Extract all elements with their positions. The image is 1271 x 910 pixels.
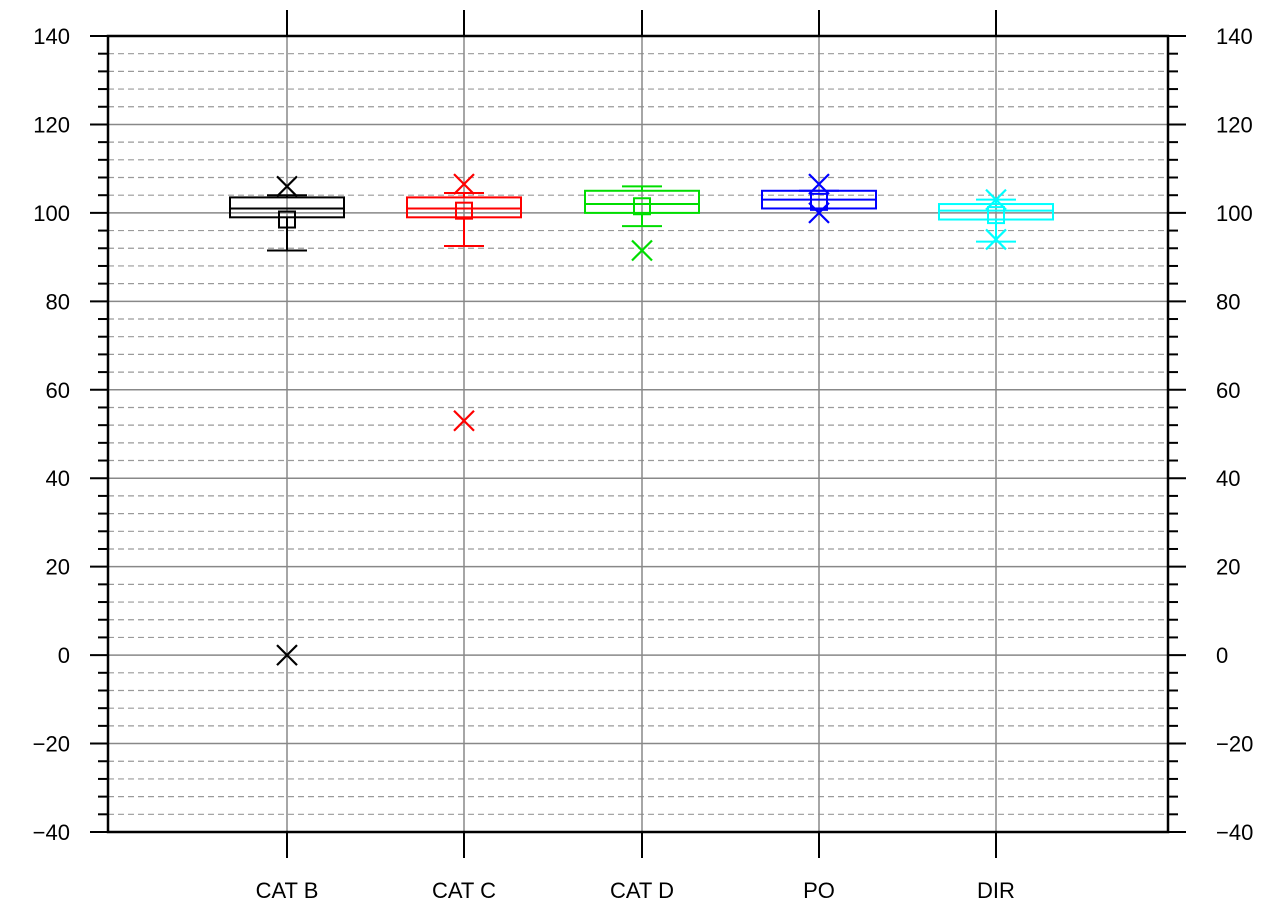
box-iqr xyxy=(229,196,345,219)
outlier-marker xyxy=(453,173,475,195)
outlier-marker xyxy=(808,202,830,224)
y-tick-label-right: 120 xyxy=(1216,112,1253,137)
category-label: CAT B xyxy=(256,878,319,903)
y-tick-label-left: 100 xyxy=(33,201,70,226)
mean-marker xyxy=(455,201,473,220)
category-vertical-lines xyxy=(286,36,997,832)
outlier-marker xyxy=(808,173,830,195)
outlier-marker xyxy=(276,644,298,666)
category-label: CAT C xyxy=(432,878,496,903)
outlier-stroke xyxy=(276,644,298,666)
outlier-marker xyxy=(276,175,298,198)
plot-frame xyxy=(106,34,1170,834)
y-tick-label-left: 140 xyxy=(33,24,70,49)
mean-marker xyxy=(633,197,651,216)
category-label: PO xyxy=(803,878,835,903)
y-tick-label-left: 60 xyxy=(46,378,70,403)
y-tick-label-left: −40 xyxy=(33,820,70,845)
category-label: DIR xyxy=(977,878,1015,903)
y-tick-label-right: 60 xyxy=(1216,378,1240,403)
axis-ticks xyxy=(90,10,1186,858)
outlier-stroke xyxy=(453,409,475,432)
y-tick-label-right: 100 xyxy=(1216,201,1253,226)
y-tick-label-right: 0 xyxy=(1216,643,1228,668)
y-tick-label-left: 40 xyxy=(46,466,70,491)
box-iqr xyxy=(584,189,700,214)
outlier-stroke xyxy=(808,202,830,224)
outlier-marker xyxy=(985,228,1007,251)
y-tick-label-left: 0 xyxy=(58,643,70,668)
y-tick-label-right: 140 xyxy=(1216,24,1253,49)
x-axis-category-labels: CAT B CAT C CAT D PO DIR xyxy=(256,878,1015,903)
outlier-marker xyxy=(631,239,653,262)
box-cat-c xyxy=(406,173,522,432)
y-tick-label-right: 40 xyxy=(1216,466,1240,491)
box-iqr xyxy=(938,203,1054,221)
y-tick-label-left: 80 xyxy=(46,289,70,314)
y-axis-right-labels: −40 −20 0 20 40 60 80 100 120 140 xyxy=(1216,24,1253,845)
category-label: CAT D xyxy=(610,878,674,903)
outlier-marker xyxy=(985,188,1007,211)
y-tick-label-left: −20 xyxy=(33,732,70,757)
box-iqr xyxy=(406,196,522,219)
box-cat-b xyxy=(229,175,345,666)
y-tick-label-left: 120 xyxy=(33,112,70,137)
mean-marker xyxy=(987,206,1005,225)
y-tick-label-right: 20 xyxy=(1216,555,1240,580)
outlier-stroke xyxy=(453,173,475,195)
outlier-stroke xyxy=(276,175,298,198)
outlier-stroke xyxy=(985,228,1007,251)
box-po xyxy=(761,173,877,224)
mean-marker xyxy=(278,210,296,229)
mean-marker xyxy=(810,192,828,211)
y-axis-left-labels: −40 −20 0 20 40 60 80 100 120 140 xyxy=(33,24,70,845)
outlier-stroke xyxy=(985,188,1007,211)
y-tick-label-right: −20 xyxy=(1216,732,1253,757)
y-tick-label-right: 80 xyxy=(1216,289,1240,314)
outlier-stroke xyxy=(631,239,653,262)
outlier-marker xyxy=(453,409,475,432)
box-series xyxy=(229,173,1054,666)
box-dir xyxy=(938,188,1054,251)
box-cat-d xyxy=(584,185,700,262)
outlier-stroke xyxy=(808,173,830,195)
grid-lines xyxy=(108,35,1168,833)
y-tick-label-right: −40 xyxy=(1216,820,1253,845)
y-tick-label-left: 20 xyxy=(46,555,70,580)
